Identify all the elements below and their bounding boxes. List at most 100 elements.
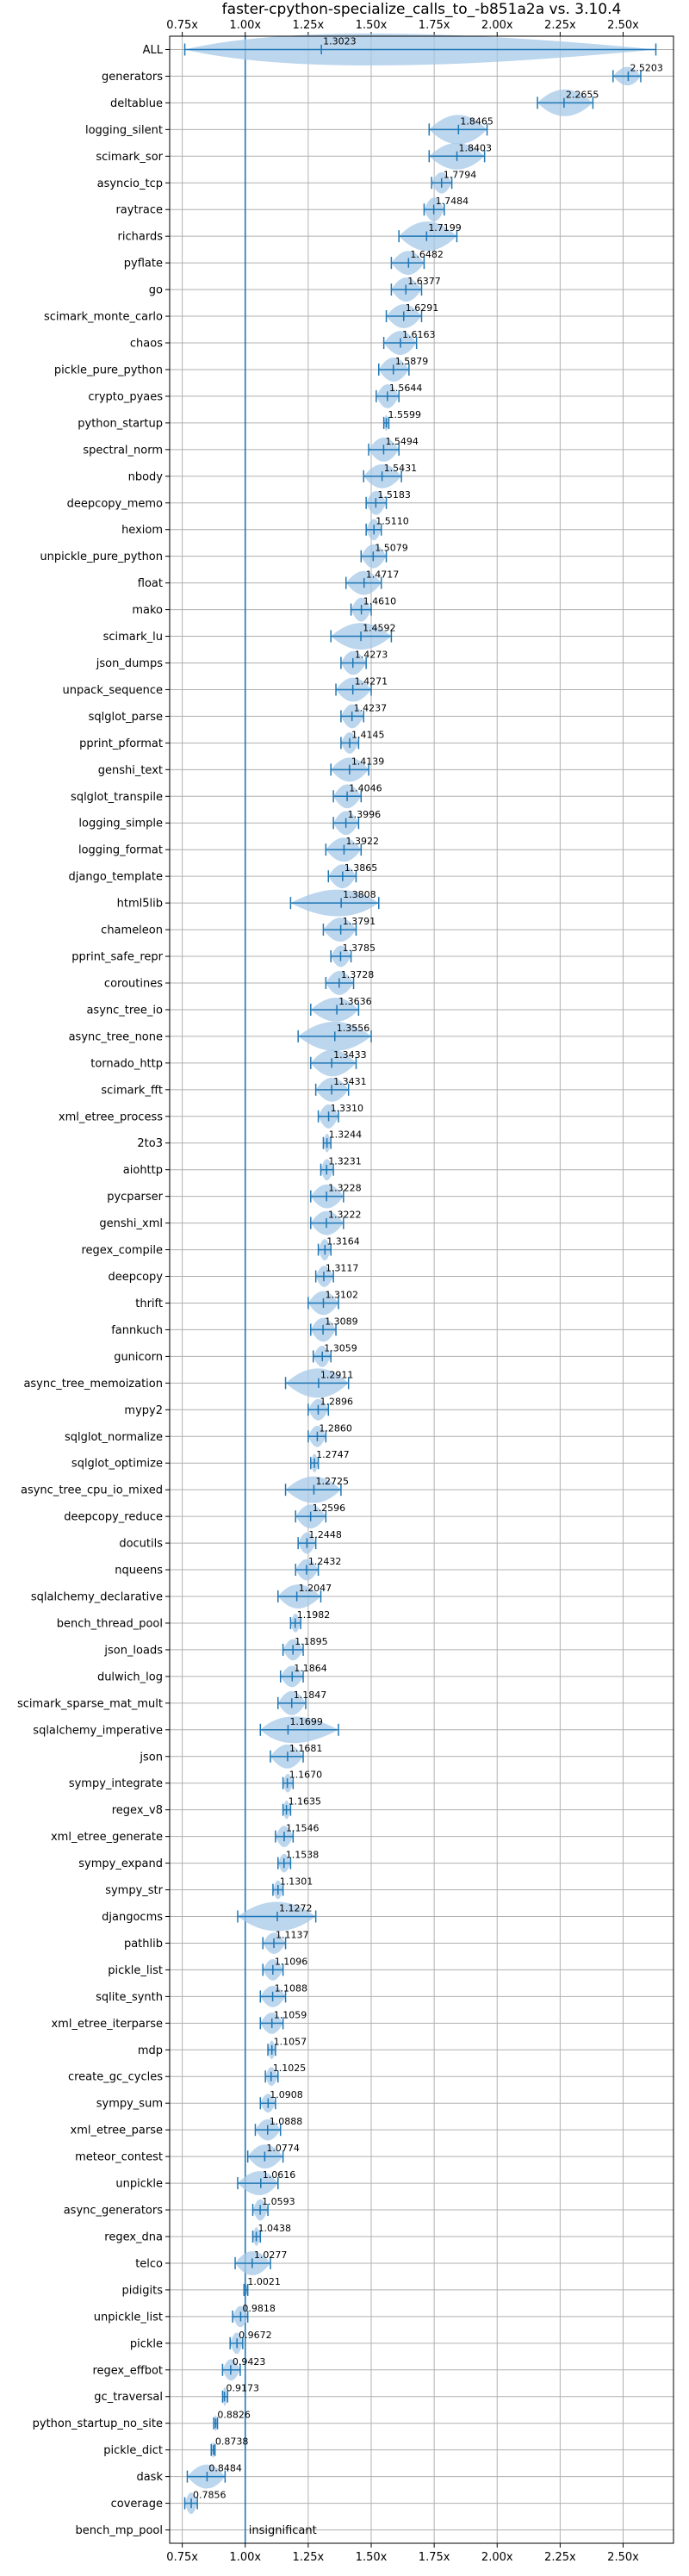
- category-label: pickle_dict: [103, 2444, 163, 2457]
- category-label: sqlglot_parse: [89, 711, 163, 724]
- value-label: 1.6291: [406, 302, 439, 314]
- category-label: chaos: [130, 338, 163, 351]
- value-label: 1.3556: [337, 1023, 370, 1034]
- value-label: 1.4273: [355, 650, 388, 661]
- category-label: scimark_sparse_mat_mult: [17, 1697, 163, 1710]
- value-label: 1.3059: [324, 1342, 357, 1353]
- value-label: 1.1096: [275, 1956, 308, 1967]
- x-tick-label-bottom: 1.50x: [356, 2551, 388, 2564]
- value-label: 1.3222: [328, 1210, 362, 1221]
- x-tick-label-top: 1.00x: [229, 19, 261, 32]
- value-label: 0.9672: [239, 2330, 272, 2341]
- x-tick-label-top: 0.75x: [166, 19, 198, 32]
- category-label: coroutines: [104, 977, 163, 990]
- value-label: 1.1088: [275, 1982, 308, 1994]
- category-label: create_gc_cycles: [68, 2071, 163, 2084]
- value-label: 1.3922: [345, 836, 379, 847]
- value-label: 1.0021: [247, 2276, 281, 2287]
- category-label: logging_simple: [78, 818, 163, 831]
- value-label: 1.1025: [273, 2063, 307, 2074]
- value-label: 1.1847: [294, 1689, 327, 1701]
- category-label: djangocms: [102, 1911, 163, 1924]
- category-label: async_tree_io: [86, 1004, 163, 1017]
- value-label: 1.3244: [329, 1129, 363, 1141]
- category-label: sympy_str: [105, 1884, 163, 1897]
- category-label: unpack_sequence: [62, 684, 163, 697]
- labels-layer: 0.75x 0.75x 1.00x 1.00x 1.25x 1.25x 1.50x 1.50x…: [17, 19, 663, 2564]
- category-label: json: [139, 1751, 163, 1764]
- category-label: logging_silent: [85, 124, 163, 137]
- value-label: 1.5644: [389, 383, 423, 394]
- value-label: 1.3728: [341, 969, 375, 980]
- category-label: unpickle: [115, 2178, 163, 2191]
- category-label: chameleon: [101, 924, 163, 937]
- chart-title: faster-cpython-specialize_calls_to_-b851…: [222, 1, 622, 18]
- value-label: 1.2747: [316, 1449, 350, 1460]
- category-label: async_tree_memoization: [23, 1378, 163, 1391]
- value-label: 1.8403: [459, 142, 493, 153]
- x-tick-label-top: 1.50x: [356, 19, 388, 32]
- category-label: deepcopy: [108, 1271, 163, 1284]
- value-label: 1.1895: [295, 1636, 328, 1647]
- category-label: richards: [118, 231, 164, 244]
- category-label: thrift: [135, 1297, 163, 1310]
- value-label: 1.0277: [254, 2249, 288, 2261]
- category-label: sympy_sum: [96, 2098, 163, 2111]
- category-label: xml_etree_process: [59, 1111, 163, 1123]
- category-label: scimark_sor: [96, 151, 163, 164]
- value-label: 1.3865: [344, 862, 378, 874]
- category-label: scimark_fft: [101, 1084, 163, 1097]
- category-label: sqlglot_optimize: [71, 1458, 163, 1471]
- value-label: 2.2655: [566, 89, 599, 100]
- value-label: 1.5110: [376, 516, 409, 527]
- category-label: fannkuch: [111, 1324, 163, 1337]
- category-label: scimark_lu: [103, 631, 163, 644]
- category-label: python_startup_no_site: [33, 2417, 163, 2430]
- category-label: raytrace: [115, 204, 163, 217]
- category-label: pprint_pformat: [79, 737, 163, 750]
- category-label: hexiom: [121, 524, 163, 537]
- value-label: 1.1546: [286, 1823, 320, 1834]
- category-label: pickle_list: [108, 1964, 163, 1977]
- value-label: 0.9423: [233, 2356, 266, 2368]
- value-label: 1.0438: [258, 2223, 292, 2234]
- category-label: pyflate: [124, 258, 163, 271]
- value-label: 1.1681: [289, 1743, 323, 1754]
- value-label: 1.1059: [274, 2009, 307, 2020]
- category-label: sqlalchemy_imperative: [33, 1724, 163, 1737]
- category-label: go: [149, 284, 163, 297]
- value-label: 1.3431: [333, 1076, 367, 1087]
- x-tick-label-bottom: 1.25x: [293, 2551, 325, 2564]
- category-label: telco: [135, 2257, 163, 2270]
- value-label: 1.8465: [460, 115, 493, 127]
- category-label: regex_effbot: [92, 2364, 163, 2377]
- category-label: regex_dna: [104, 2231, 163, 2243]
- category-label: regex_v8: [112, 1804, 163, 1817]
- value-label: 1.4145: [351, 729, 385, 740]
- category-label: dask: [136, 2471, 163, 2484]
- value-label: 1.0908: [270, 2089, 303, 2100]
- x-tick-label-bottom: 1.00x: [229, 2551, 261, 2564]
- category-label: sqlalchemy_declarative: [31, 1591, 163, 1604]
- value-label: 0.8738: [215, 2436, 248, 2448]
- value-label: 1.4237: [354, 702, 388, 713]
- x-tick-label-top: 1.75x: [419, 19, 450, 32]
- category-label: xml_etree_parse: [71, 2125, 163, 2137]
- category-label: django_template: [69, 871, 163, 884]
- value-label: 1.3310: [331, 1103, 364, 1114]
- value-label: 0.8826: [217, 2410, 251, 2421]
- value-label: 0.8484: [208, 2463, 241, 2474]
- category-label: deepcopy_memo: [67, 497, 163, 510]
- category-label: crypto_pyaes: [88, 390, 163, 403]
- category-label: logging_format: [78, 844, 163, 857]
- category-label: coverage: [111, 2498, 163, 2511]
- value-label: 1.4610: [363, 596, 397, 607]
- value-label: 1.1635: [289, 1796, 322, 1808]
- value-label: 1.3117: [326, 1263, 359, 1274]
- category-label: gunicorn: [114, 1351, 163, 1364]
- value-label: 1.3231: [328, 1156, 362, 1167]
- value-label: 1.2448: [308, 1529, 342, 1540]
- value-label: 1.5079: [375, 543, 408, 554]
- x-tick-label-bottom: 1.75x: [419, 2551, 450, 2564]
- value-label: 1.3785: [342, 943, 376, 954]
